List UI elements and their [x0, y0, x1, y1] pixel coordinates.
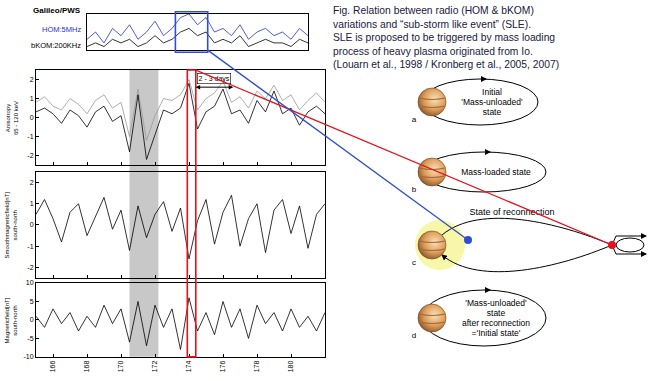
svg-text:Mass-loaded state: Mass-loaded state — [461, 167, 531, 177]
svg-text:1: 1 — [30, 200, 34, 207]
svg-text:-1: -1 — [27, 243, 33, 250]
svg-text:process of heavy plasma origin: process of heavy plasma originated from … — [333, 46, 533, 57]
svg-text:-2: -2 — [27, 152, 33, 159]
svg-text:Initial: Initial — [482, 87, 502, 97]
svg-text:a: a — [412, 115, 417, 124]
svg-text:b: b — [412, 185, 417, 194]
svg-text:variations and “sub-storm like: variations and “sub-storm like event” (S… — [333, 19, 531, 30]
svg-text:0: 0 — [30, 316, 34, 323]
svg-text:2: 2 — [30, 179, 34, 186]
svg-text:c: c — [412, 258, 416, 267]
svg-text:-2: -2 — [27, 264, 33, 271]
svg-text:Galileo/PWS: Galileo/PWS — [33, 6, 81, 15]
svg-text:0: 0 — [30, 114, 34, 121]
svg-text:170: 170 — [117, 361, 124, 373]
svg-text:10: 10 — [26, 279, 34, 286]
svg-text:-1: -1 — [27, 133, 33, 140]
svg-text:State of reconnection: State of reconnection — [469, 207, 554, 217]
svg-text:176: 176 — [219, 361, 226, 373]
svg-text:Magneticfield[nT]south-north: Magneticfield[nT]south-north — [4, 297, 18, 343]
svg-text:state: state — [483, 107, 502, 117]
svg-text:after reconnection: after reconnection — [462, 318, 530, 328]
svg-text:-10: -10 — [23, 353, 33, 360]
svg-text:2 - 3 days: 2 - 3 days — [199, 75, 230, 83]
svg-text:Fig. Relation between radio (: Fig. Relation between radio (HOM & bKOM) — [333, 5, 534, 16]
svg-text:166: 166 — [49, 361, 56, 373]
svg-text:bKOM:200KHz: bKOM:200KHz — [31, 41, 81, 50]
svg-text:'Mass-unloaded': 'Mass-unloaded' — [465, 298, 527, 308]
svg-text:2: 2 — [30, 76, 34, 83]
svg-text:174: 174 — [185, 361, 192, 373]
svg-text:(Louarn et al., 1998 / Kronber: (Louarn et al., 1998 / Kronberg et al., … — [333, 59, 559, 70]
svg-text:178: 178 — [253, 361, 260, 373]
svg-text:state: state — [487, 308, 506, 318]
svg-text:='Initial state': ='Initial state' — [472, 328, 521, 338]
svg-text:180: 180 — [287, 361, 294, 373]
svg-text:1: 1 — [30, 95, 34, 102]
svg-text:-5: -5 — [27, 335, 33, 342]
svg-text:0: 0 — [30, 221, 34, 228]
svg-text:172: 172 — [151, 361, 158, 373]
svg-text:Smoothmagneticfield[nT]south-n: Smoothmagneticfield[nT]south-north — [4, 192, 18, 259]
svg-text:Anisotropy65 - 120 keV: Anisotropy65 - 120 keV — [5, 101, 19, 135]
svg-text:'Mass-unloaded': 'Mass-unloaded' — [461, 97, 523, 107]
svg-text:5: 5 — [30, 298, 34, 305]
svg-text:HOM:5MHz: HOM:5MHz — [42, 25, 81, 34]
svg-text:SLE is proposed to be triggere: SLE is proposed to be triggered by mass … — [333, 32, 555, 43]
svg-text:d: d — [412, 331, 416, 340]
svg-text:168: 168 — [83, 361, 90, 373]
